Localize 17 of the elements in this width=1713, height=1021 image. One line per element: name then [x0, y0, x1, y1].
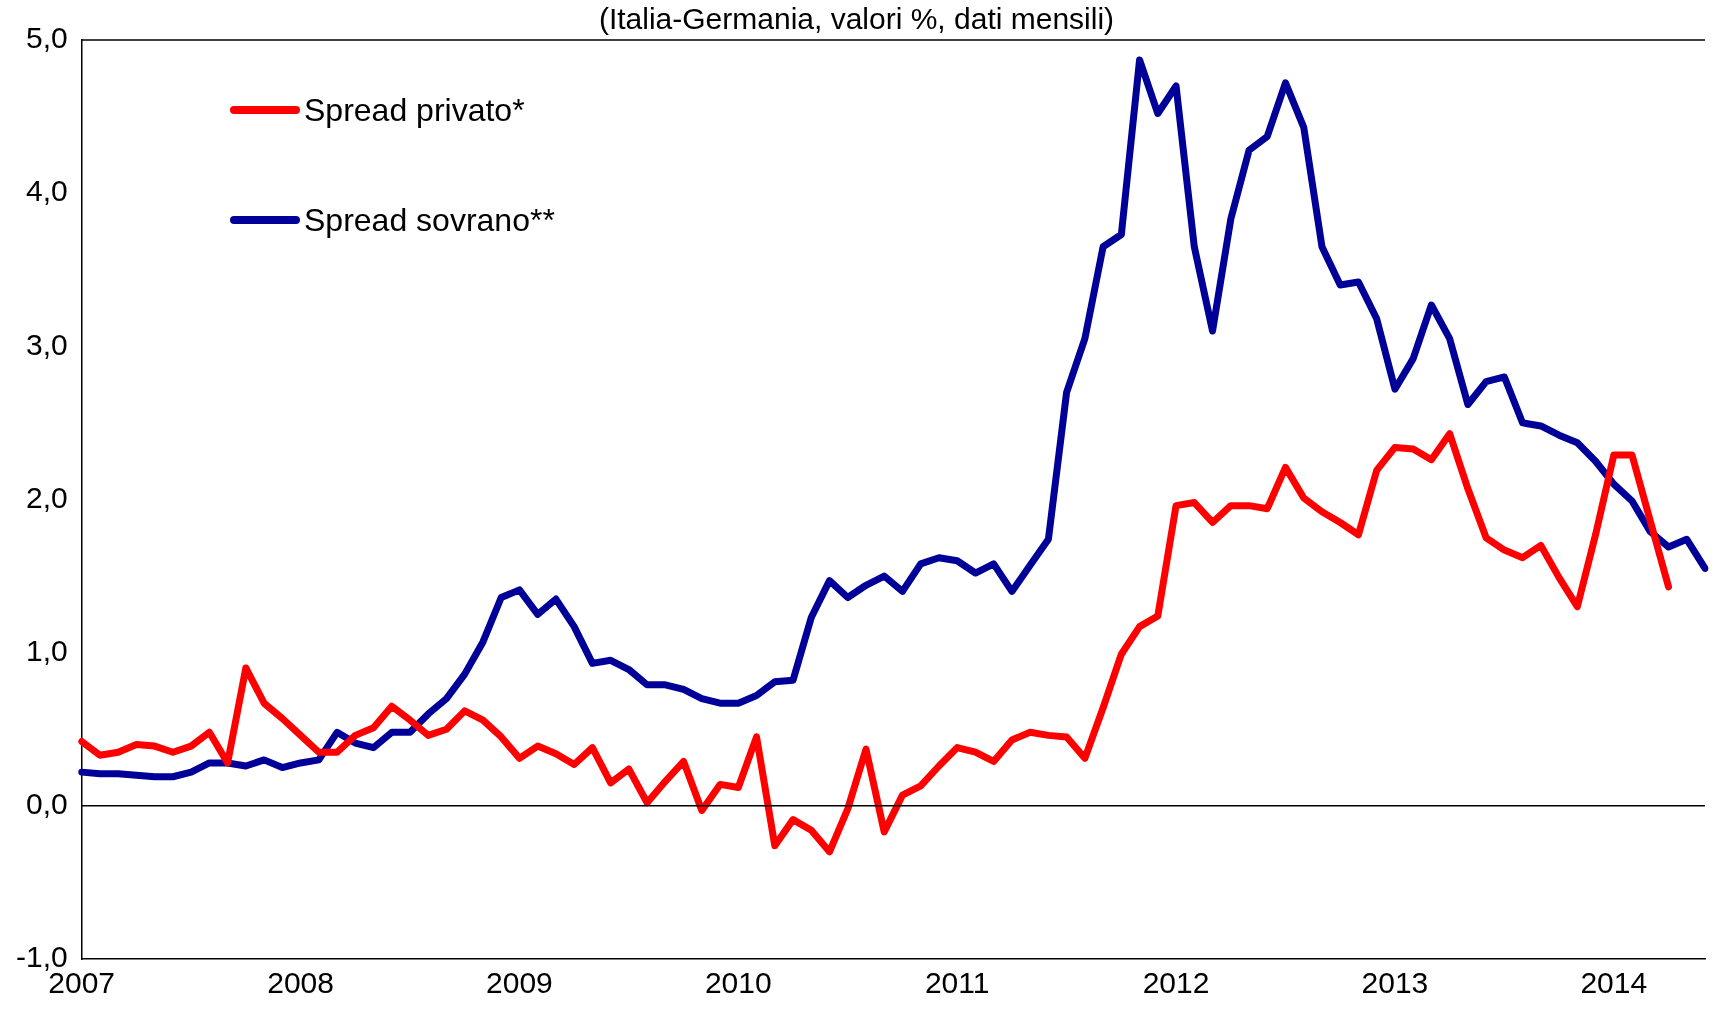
x-tick-label: 2008 [267, 966, 334, 1000]
legend-label: Spread sovrano** [304, 201, 555, 239]
x-tick-label: 2014 [1580, 966, 1648, 1000]
y-tick-label: 0,0 [25, 787, 68, 821]
y-tick-label: -1,0 [15, 940, 68, 974]
x-tick-label: 2011 [924, 966, 990, 1000]
chart-subtitle: (Italia-Germania, valori %, dati mensili) [598, 2, 1115, 35]
x-tick-label: 2010 [704, 966, 772, 1000]
y-tick-label: 5,0 [25, 21, 68, 55]
legend-label: Spread privato* [304, 91, 525, 129]
y-tick-label: 3,0 [25, 327, 68, 361]
x-tick-label: 2012 [1142, 966, 1210, 1000]
y-tick-label: 4,0 [25, 174, 68, 208]
x-tick-label: 2009 [486, 966, 553, 1000]
y-tick-label: 1,0 [25, 633, 68, 667]
y-tick-label: 2,0 [25, 480, 68, 514]
x-tick-label: 2013 [1361, 966, 1429, 1000]
